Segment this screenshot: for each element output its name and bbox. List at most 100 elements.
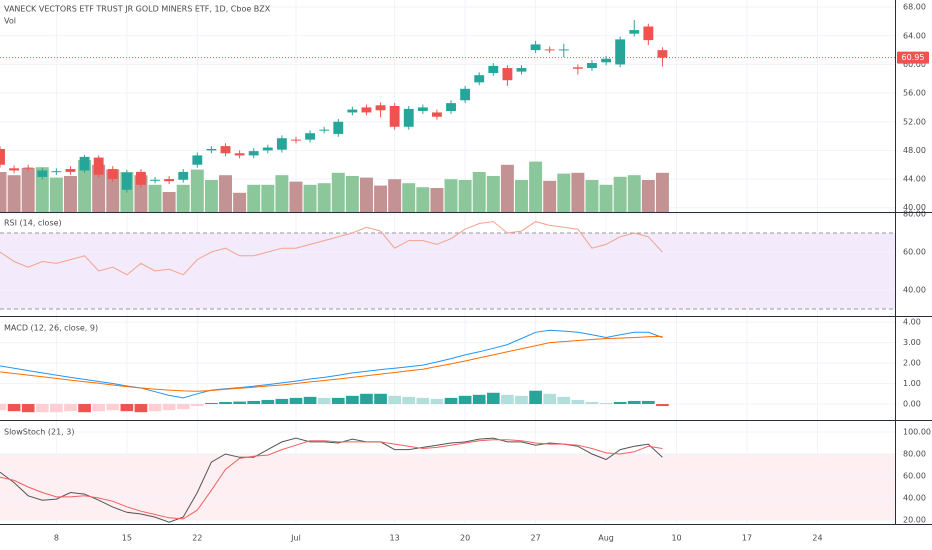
x-tick-label: Aug [598, 534, 614, 543]
histogram-bar [515, 395, 528, 405]
histogram-bar [458, 395, 472, 405]
candle-body [333, 121, 344, 134]
volume-bar [585, 180, 599, 212]
volume-bar [444, 179, 458, 212]
y-tick-label: 4.00 [903, 318, 921, 327]
candle-body [558, 49, 569, 51]
candle-body [79, 156, 90, 171]
x-tick-label: 10 [671, 534, 681, 543]
indicator-line [0, 329, 663, 399]
candle-body [121, 172, 132, 190]
y-tick-label: 68.00 [903, 3, 926, 12]
histogram-bar [317, 397, 331, 405]
histogram-bar [416, 397, 430, 405]
candle-body [572, 67, 583, 69]
y-tick-label: 1.00 [903, 379, 921, 388]
histogram-bar [289, 397, 303, 405]
histogram-bar [430, 398, 444, 405]
indicator-title: RSI (14, close) [4, 219, 62, 228]
histogram-bar [120, 404, 134, 412]
candle-body [361, 107, 372, 113]
histogram-bar [529, 390, 542, 405]
candle-body [657, 50, 668, 58]
x-tick-label: 15 [122, 534, 132, 543]
volume-bar [557, 173, 571, 212]
histogram-bar [261, 399, 275, 405]
volume-bar [289, 181, 303, 212]
candle-body [643, 26, 654, 41]
histogram-bar [190, 404, 204, 407]
volume-bar [641, 180, 655, 212]
candle-body [502, 68, 513, 81]
volume-bar [247, 184, 261, 212]
candle-body [587, 63, 597, 69]
x-tick-label: 8 [54, 534, 59, 543]
y-tick-label: 44.00 [903, 175, 926, 184]
candle-body [431, 112, 442, 117]
candle-body [107, 169, 118, 180]
volume-bar [571, 172, 585, 212]
volume-bar [430, 188, 444, 212]
volume-bar [63, 176, 77, 212]
candle-body [93, 157, 104, 175]
indicator-line [0, 437, 663, 523]
candle-body [206, 148, 217, 151]
y-tick-label: 100.00 [903, 428, 931, 437]
histogram-bar [444, 397, 458, 405]
candle-body [417, 107, 428, 112]
histogram-bar [247, 400, 261, 405]
volume-bar [529, 161, 543, 212]
candle-body [629, 30, 640, 34]
volume-bar [162, 192, 176, 212]
y-tick-label: 80.00 [903, 450, 926, 459]
histogram-bar [50, 404, 63, 413]
y-tick-label: 60.00 [903, 247, 926, 256]
histogram-bar [472, 394, 486, 405]
histogram-bar [613, 401, 627, 405]
last-price-label: 60.95 [902, 53, 925, 62]
volume-bar [416, 187, 430, 212]
candle-body [460, 88, 471, 101]
candle-body [136, 171, 146, 185]
y-tick-label: 48.00 [903, 146, 926, 155]
y-tick-label: 0.00 [903, 400, 921, 409]
volume-bar [35, 167, 49, 212]
volume-bar [303, 184, 317, 212]
candle-body [0, 148, 5, 165]
x-tick-label: 22 [192, 534, 202, 543]
volume-bar [92, 164, 106, 212]
indicator-title: SlowStoch (21, 3) [4, 428, 74, 437]
chart-title: VANECK VECTORS ETF TRUST JR GOLD MINERS … [4, 5, 271, 14]
candle-body [178, 171, 189, 180]
volume-bar [599, 184, 613, 212]
volume-bar [275, 175, 289, 212]
volume-bar [0, 172, 7, 212]
volume-title: Vol [4, 17, 16, 26]
histogram-bar [571, 399, 585, 405]
volume-bar [500, 164, 514, 212]
volume-bar [472, 172, 486, 212]
candle-body [37, 170, 48, 177]
histogram-bar [388, 395, 401, 405]
histogram-bar [148, 404, 162, 412]
candle-body [375, 105, 386, 111]
indicator-line [0, 221, 663, 276]
histogram-bar [7, 404, 21, 412]
candle-body [220, 146, 231, 154]
indicator-line [0, 439, 663, 520]
volume-bar [7, 175, 21, 212]
y-tick-label: 60.00 [903, 472, 926, 481]
x-tick-label: 24 [812, 534, 822, 543]
volume-bar [345, 176, 359, 212]
volume-bar [402, 183, 416, 212]
volume-bar [515, 180, 528, 212]
volume-bar [486, 176, 500, 212]
histogram-bar [176, 404, 190, 410]
y-tick-label: 40.00 [903, 285, 926, 294]
histogram-bar [162, 404, 176, 411]
candle-body [164, 179, 175, 182]
volume-bar [190, 169, 204, 212]
histogram-bar [486, 392, 500, 405]
histogram-bar [346, 395, 359, 405]
